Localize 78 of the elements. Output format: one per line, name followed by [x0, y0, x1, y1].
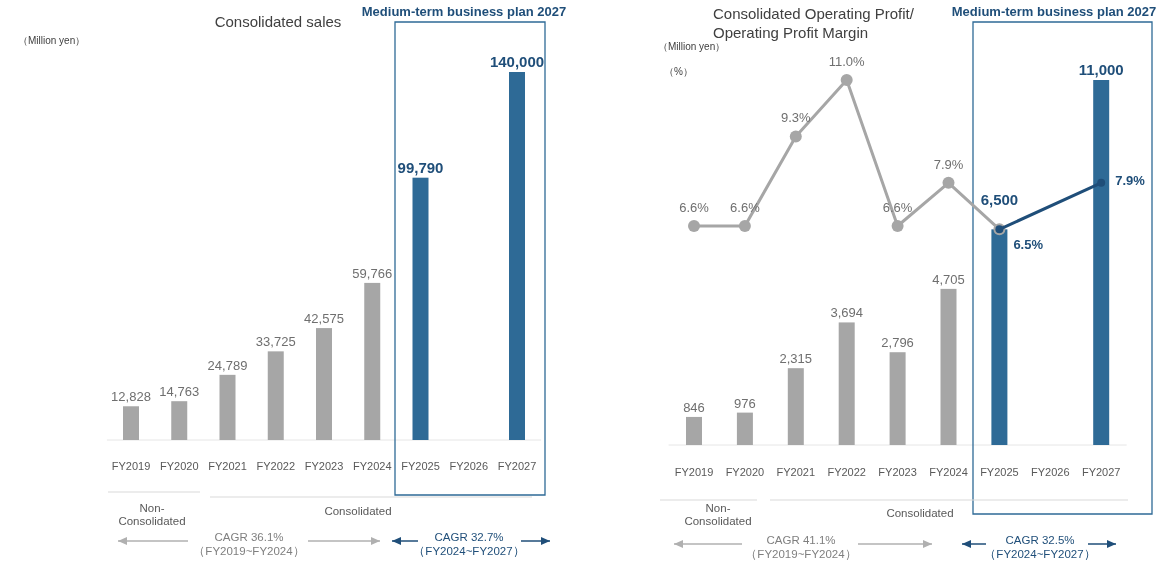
point — [840, 74, 853, 86]
bar — [686, 416, 702, 445]
data-label: 2,796 — [881, 335, 914, 351]
y2-axis-title: （%） — [664, 66, 693, 77]
data-label: 42,575 — [304, 311, 344, 327]
x-tick-label: FY2026 — [1031, 466, 1070, 478]
data-label: 140,000 — [489, 53, 545, 70]
data-label: 6.6% — [679, 200, 710, 215]
point — [891, 220, 904, 232]
y-axis-title: （Million yen） — [18, 35, 86, 46]
point — [1097, 178, 1106, 187]
x-tick-label: FY2027 — [497, 460, 537, 472]
bar — [940, 288, 957, 445]
data-label: 9.3% — [780, 110, 812, 126]
chart-title: Consolidated Operating Profit/ Operating Profit Margin — [713, 5, 915, 41]
bar — [364, 282, 381, 440]
data-label: 14,763 — [159, 384, 200, 400]
bar — [219, 374, 236, 440]
bar — [412, 177, 429, 440]
x-tick-label: FY2019 — [674, 466, 714, 478]
text: CAGR 32.5% （FY2024~FY2027） — [984, 534, 1096, 561]
x-tick-label: FY2024 — [929, 466, 968, 478]
data-label: 846 — [683, 399, 705, 415]
x-tick-label: FY2023 — [878, 466, 917, 478]
data-label: 33,725 — [255, 334, 296, 350]
data-label: 7.9% — [933, 156, 964, 172]
chart-title: Consolidated sales — [214, 13, 342, 30]
data-label: 6.5% — [1013, 237, 1044, 253]
point — [688, 220, 700, 232]
bar — [838, 322, 855, 445]
x-tick-label: FY2026 — [449, 460, 489, 472]
x-tick-label: FY2019 — [111, 460, 151, 472]
data-label: 12,828 — [111, 389, 151, 405]
data-label: 976 — [734, 395, 756, 411]
text: CAGR 32.7% （FY2024~FY2027） — [413, 531, 525, 558]
bar — [267, 351, 284, 440]
bar — [509, 72, 525, 440]
x-tick-label: FY2020 — [159, 460, 199, 472]
point — [942, 176, 955, 189]
bar — [787, 368, 804, 445]
x-tick-label: FY2022 — [827, 466, 866, 478]
x-tick-label: FY2022 — [256, 460, 296, 472]
y-axis-title: （Million yen） — [658, 41, 726, 52]
x-tick-label: FY2020 — [725, 466, 765, 478]
text: Consolidated — [324, 505, 392, 517]
x-tick-label: FY2021 — [776, 466, 816, 478]
data-label: 24,789 — [207, 357, 248, 373]
x-tick-label: FY2027 — [1081, 466, 1121, 478]
bar — [123, 406, 139, 440]
text: CAGR 36.1% （FY2019~FY2024） — [193, 531, 305, 558]
text: CAGR 41.1% （FY2019~FY2024） — [745, 534, 857, 561]
text: Non- Consolidated — [684, 502, 752, 527]
bar — [171, 401, 188, 440]
bar — [736, 412, 753, 445]
data-label: 59,766 — [352, 265, 393, 281]
point — [789, 130, 802, 143]
x-tick-label: FY2024 — [352, 460, 392, 472]
data-label: 2,315 — [779, 351, 813, 367]
x-tick-label: FY2021 — [208, 460, 247, 472]
bar — [316, 328, 332, 440]
x-tick-label: FY2025 — [980, 466, 1019, 478]
data-label: 6,500 — [980, 191, 1019, 209]
data-label: 11,000 — [1078, 61, 1124, 78]
data-label: 7.9% — [1115, 172, 1146, 188]
text: Non- Consolidated — [118, 502, 186, 527]
data-label: 3,694 — [830, 305, 863, 321]
bar — [1093, 80, 1110, 445]
data-label: 11.0% — [828, 54, 866, 69]
x-tick-label: FY2023 — [304, 460, 344, 472]
point — [738, 220, 751, 232]
data-label: 4,705 — [932, 271, 965, 287]
text: Medium-term business plan 2027 — [951, 4, 1157, 19]
bar — [889, 352, 906, 445]
text: Medium-term business plan 2027 — [361, 4, 567, 19]
bar — [991, 229, 1008, 445]
text: Consolidated — [886, 507, 954, 519]
x-tick-label: FY2025 — [401, 460, 440, 472]
data-label: 99,790 — [397, 158, 444, 176]
